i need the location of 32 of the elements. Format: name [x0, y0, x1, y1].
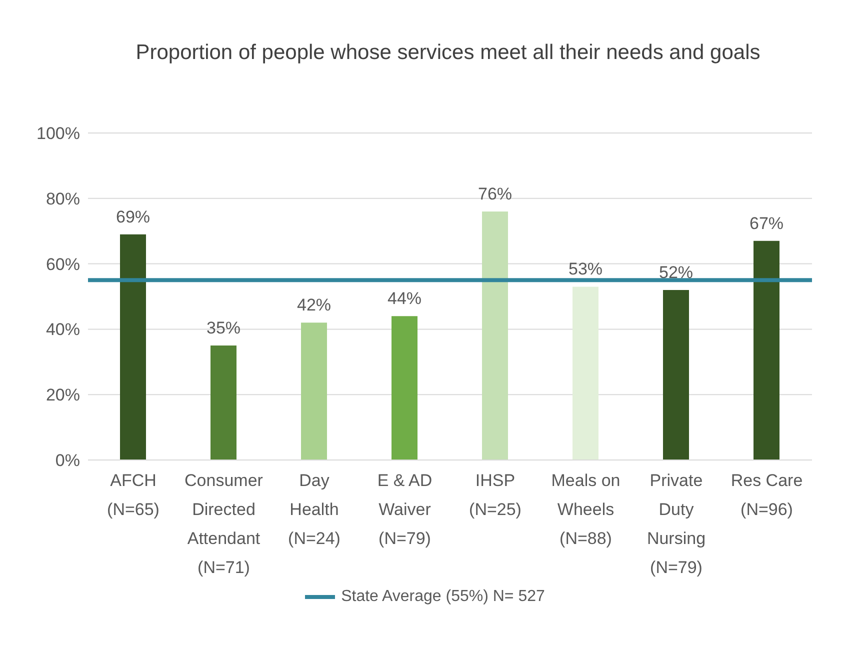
y-tick-label: 0% [55, 451, 80, 470]
bar [754, 240, 780, 460]
bar [572, 286, 598, 460]
data-label: 53% [568, 260, 603, 279]
x-tick-label: AFCH (N=65) [107, 471, 160, 519]
y-tick-label: 60% [46, 254, 80, 274]
legend-label: State Average (55%) N= 527 [341, 588, 545, 606]
data-label: 67% [749, 214, 784, 233]
y-tick-label: 20% [46, 386, 80, 405]
x-tick-label: IHSP (N=25) [469, 471, 522, 519]
chart-title: Proportion of people whose services meet all their needs and goals [134, 40, 762, 66]
x-tick-label: Res Care (N=96) [730, 471, 803, 519]
y-tick-label: 40% [46, 320, 80, 340]
bar [210, 346, 236, 460]
y-tick-label: 100% [36, 124, 80, 144]
x-tick-label: Meals on Wheels (N=88) [551, 471, 620, 548]
bar [120, 234, 146, 460]
data-label: 69% [116, 207, 150, 226]
bar [663, 290, 689, 460]
bar [482, 211, 508, 460]
x-tick-label: Private Duty Nursing (N=79) [646, 471, 706, 577]
bar [392, 316, 418, 460]
x-tick-label: Day Health (N=24) [288, 471, 340, 548]
data-label: 35% [206, 318, 241, 338]
data-label: 52% [658, 262, 694, 282]
data-label: 42% [296, 296, 332, 315]
bar [301, 322, 327, 460]
y-tick-label: 80% [46, 189, 80, 208]
x-tick-label: E & AD Waiver (N=79) [377, 471, 432, 548]
data-label: 44% [387, 289, 422, 308]
data-label: 76% [478, 184, 512, 204]
x-tick-label: Consumer Directed Attendant (N=71) [184, 471, 264, 577]
